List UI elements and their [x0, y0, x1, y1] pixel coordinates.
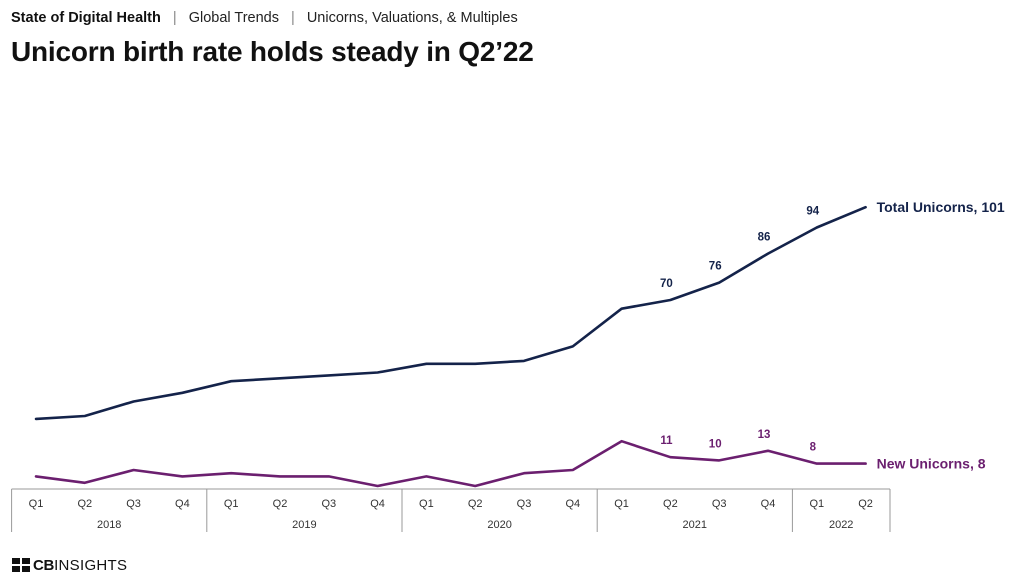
new-unicorns-data-label: 10	[709, 438, 722, 450]
x-tick-label: Q1	[809, 498, 824, 510]
new-unicorns-line	[34, 439, 867, 488]
cb-insights-logo: CB INSIGHTS	[12, 556, 127, 574]
total-unicorns-line	[34, 205, 867, 421]
new-unicorns-data-label: 13	[758, 429, 771, 441]
x-tick-label: Q3	[126, 498, 141, 510]
breadcrumb-separator: |	[172, 10, 177, 26]
new-unicorns-data-label: 11	[660, 435, 673, 447]
logo-text-cb: CB	[33, 556, 55, 574]
page-title: Unicorn birth rate holds steady in Q2’22	[11, 36, 534, 67]
total-unicorns-data-label: 86	[758, 232, 771, 244]
x-tick-label: Q1	[29, 498, 44, 510]
cb-logo-mark-icon	[12, 558, 30, 572]
x-tick-label: Q3	[321, 498, 336, 510]
breadcrumb-topic: Unicorns, Valuations, & Multiples	[306, 10, 518, 26]
x-tick-label: Q1	[224, 498, 239, 510]
x-tick-label: Q2	[273, 498, 288, 510]
total-unicorns-data-label: 94	[806, 206, 819, 218]
logo-text-insights: INSIGHTS	[54, 556, 128, 574]
year-label: 2021	[683, 519, 707, 531]
x-tick-label: Q1	[419, 498, 434, 510]
breadcrumb-separator: |	[291, 10, 295, 26]
x-tick-label: Q2	[858, 498, 873, 510]
new-unicorns-data-label: 8	[810, 442, 817, 454]
total-unicorns-data-label: 70	[660, 278, 673, 290]
year-label: 2022	[829, 519, 853, 531]
x-tick-label: Q4	[370, 498, 385, 510]
x-tick-label: Q4	[565, 498, 580, 510]
breadcrumb: State of Digital Health | Global Trends …	[11, 10, 518, 26]
year-label: 2020	[487, 519, 511, 531]
x-tick-label: Q4	[175, 498, 190, 510]
x-tick-label: Q1	[614, 498, 629, 510]
year-label: 2019	[292, 519, 316, 531]
year-label: 2018	[97, 519, 121, 531]
x-tick-label: Q2	[663, 498, 678, 510]
breadcrumb-report: State of Digital Health	[11, 10, 161, 26]
x-tick-label: Q3	[517, 498, 532, 510]
total-unicorns-end-label: Total Unicorns, 101	[877, 199, 1005, 215]
x-tick-label: Q4	[761, 498, 776, 510]
breadcrumb-section: Global Trends	[188, 10, 279, 26]
x-tick-label: Q2	[77, 498, 92, 510]
x-tick-label: Q3	[712, 498, 727, 510]
new-unicorns-end-label: New Unicorns, 8	[877, 456, 986, 472]
total-unicorns-data-label: 76	[709, 261, 722, 273]
x-tick-label: Q2	[468, 498, 483, 510]
